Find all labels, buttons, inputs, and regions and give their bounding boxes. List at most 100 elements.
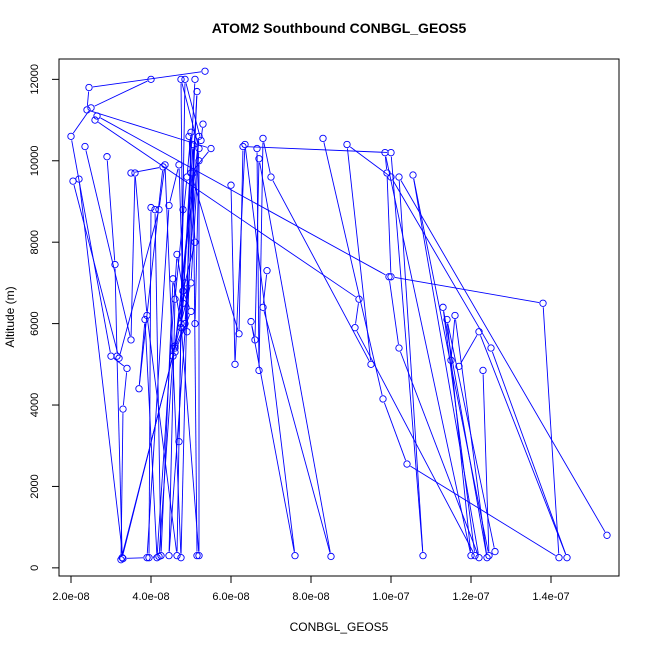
series-segment	[169, 168, 179, 202]
series-segment	[389, 280, 399, 345]
data-point	[385, 273, 393, 281]
data-point	[563, 554, 571, 562]
data-point	[343, 140, 351, 149]
data-point	[451, 311, 459, 320]
series-segment	[79, 183, 123, 555]
series-segment	[191, 176, 239, 331]
data-point	[539, 299, 547, 307]
chart-title: ATOM2 Southbound CONBGL_GEOS5	[212, 20, 467, 36]
data-series	[83, 67, 611, 560]
x-tick-label: 2.0e-08	[52, 591, 89, 603]
series-segment	[251, 325, 295, 552]
data-point	[227, 181, 235, 189]
data-point	[93, 112, 101, 120]
data-point	[409, 171, 417, 179]
data-point	[201, 67, 209, 75]
x-tick-label: 8.0e-08	[292, 591, 329, 603]
data-point	[111, 260, 119, 269]
data-point	[267, 173, 275, 181]
data-layer	[67, 67, 611, 564]
data-point	[135, 385, 143, 393]
y-tick-label: 6000	[29, 311, 41, 335]
data-point	[181, 75, 189, 84]
series-segment	[160, 282, 174, 552]
data-point	[81, 142, 89, 151]
series-segment	[122, 286, 191, 554]
data-point	[355, 295, 363, 303]
series-segment	[180, 83, 184, 300]
series-segment	[159, 168, 165, 206]
data-point	[479, 366, 487, 375]
series-segment	[178, 168, 184, 288]
data-point	[183, 173, 191, 181]
series-segment	[491, 351, 567, 555]
data-point	[387, 148, 395, 157]
series-segment	[390, 156, 424, 552]
data-point	[475, 328, 483, 336]
data-point	[91, 116, 99, 124]
series-segment	[254, 162, 260, 336]
series-segment	[192, 148, 198, 552]
series-segment	[126, 557, 144, 559]
y-tick-label: 12000	[29, 64, 41, 95]
x-axis-label: CONBGL_GEOS5	[290, 620, 389, 634]
data-point	[179, 205, 187, 214]
series-segment	[263, 142, 271, 174]
series-segment	[173, 282, 181, 320]
series-segment	[106, 160, 116, 261]
data-point	[177, 319, 185, 328]
data-point	[403, 460, 411, 468]
data-point	[67, 132, 75, 140]
series-segment	[259, 162, 331, 553]
series-segment	[392, 180, 490, 345]
data-series	[253, 134, 571, 562]
data-point	[143, 554, 151, 562]
data-point	[175, 438, 183, 446]
data-point	[475, 554, 483, 562]
data-point	[103, 153, 111, 161]
series-segment	[134, 176, 148, 312]
data-point	[351, 324, 359, 332]
series-segment	[349, 146, 389, 176]
y-tick-label: 8000	[29, 230, 41, 254]
series-segment	[460, 334, 478, 364]
data-point	[191, 238, 199, 246]
data-point	[145, 554, 153, 562]
data-point	[189, 140, 197, 149]
data-point	[181, 279, 189, 287]
series-segment	[398, 181, 424, 552]
data-point	[177, 554, 185, 562]
data-point	[439, 303, 447, 311]
series-segment	[116, 360, 123, 554]
data-point	[171, 348, 179, 356]
data-point	[207, 144, 215, 153]
series-segment	[251, 325, 255, 337]
series-segment	[413, 178, 489, 552]
series-segment	[185, 83, 201, 137]
series-segment	[144, 323, 158, 554]
data-point	[199, 120, 207, 128]
data-point	[485, 551, 493, 560]
series-segment	[383, 402, 407, 461]
series-segment	[94, 80, 148, 107]
series-segment	[113, 358, 125, 367]
data-point	[119, 554, 127, 563]
y-tick-label: 0	[29, 565, 41, 571]
data-point	[157, 551, 165, 560]
data-point	[83, 106, 91, 114]
data-series	[227, 140, 335, 561]
series-segment	[176, 327, 184, 345]
data-point	[85, 83, 93, 92]
data-point	[419, 551, 427, 560]
series-segment	[138, 323, 146, 385]
data-point	[141, 315, 149, 324]
series-segment	[542, 307, 560, 554]
data-point	[291, 551, 299, 560]
data-point	[381, 148, 389, 157]
data-point	[159, 163, 167, 171]
series-segment	[400, 351, 478, 555]
x-tick-label: 4.0e-08	[132, 591, 169, 603]
series-segment	[262, 274, 268, 304]
y-tick-label: 2000	[29, 474, 41, 498]
series-segment	[346, 148, 372, 361]
